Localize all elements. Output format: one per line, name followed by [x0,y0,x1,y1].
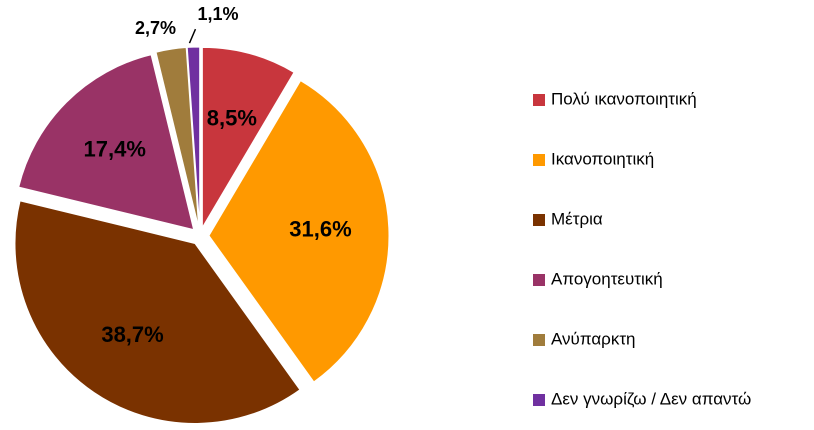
legend-label: Μέτρια [551,209,603,228]
pie-slice [14,200,301,424]
legend-swatch [533,334,545,346]
legend-swatch [533,274,545,286]
data-label: 17,4% [84,137,146,162]
pie-slice [18,54,195,231]
data-label: 31,6% [289,217,351,242]
legend-swatch [533,394,545,406]
legend-swatch [533,94,545,106]
data-label: 38,7% [101,322,163,347]
data-label: 1,1% [197,4,238,24]
legend-swatch [533,214,545,226]
data-label: 8,5% [207,105,257,130]
pie-slice [208,79,390,383]
legend-label: Πολύ ικανοποιητική [551,89,697,108]
pie-slice [155,47,200,228]
leader-line [188,28,197,44]
legend-label: Ανύπαρκτη [551,329,636,348]
legend-label: Απογοητευτική [551,269,663,288]
legend-swatch [533,154,545,166]
pie-slice [186,46,201,228]
data-label: 2,7% [135,18,176,38]
legend-label: Δεν γνωρίζω / Δεν απαντώ [551,389,751,408]
legend-label: Ικανοποιητική [551,149,654,168]
pie-slice [201,46,295,230]
